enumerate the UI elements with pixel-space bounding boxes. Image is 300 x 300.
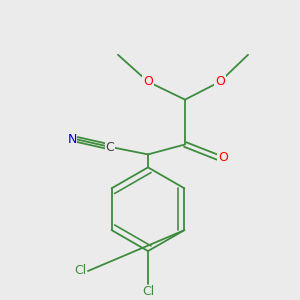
Text: O: O bbox=[218, 151, 228, 164]
Text: O: O bbox=[143, 75, 153, 88]
Text: O: O bbox=[215, 75, 225, 88]
Text: N: N bbox=[67, 133, 77, 146]
Text: Cl: Cl bbox=[74, 265, 86, 278]
Text: Cl: Cl bbox=[142, 285, 154, 298]
Text: C: C bbox=[106, 141, 114, 154]
